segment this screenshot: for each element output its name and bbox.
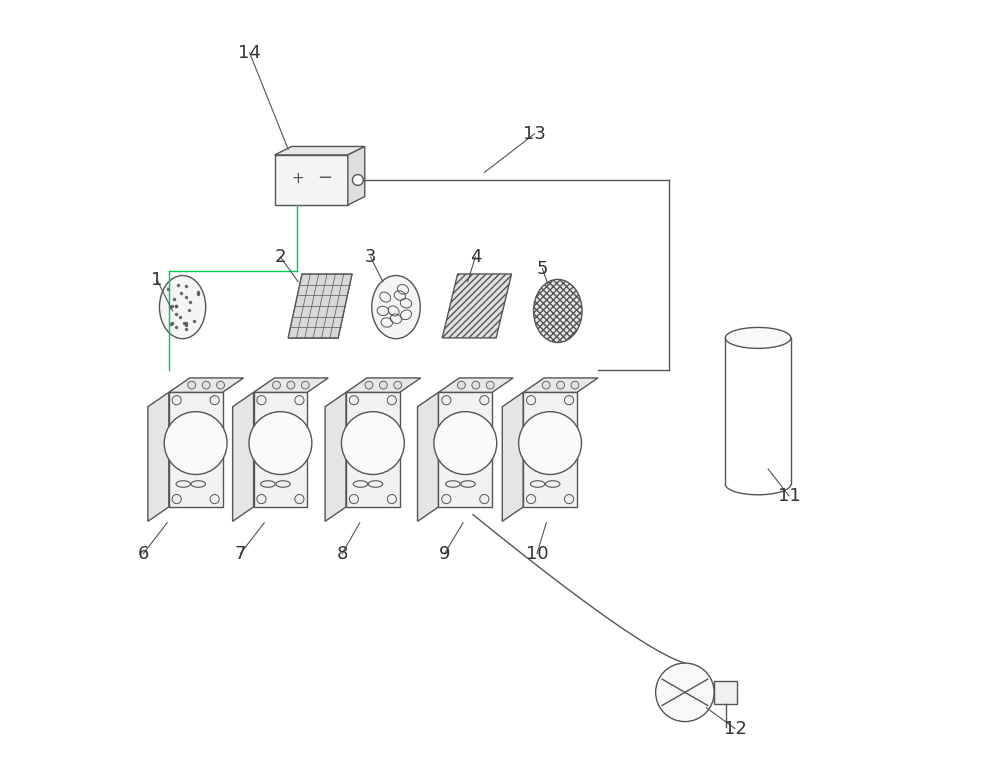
Text: +: + bbox=[291, 171, 304, 186]
Circle shape bbox=[387, 396, 396, 405]
Text: 8: 8 bbox=[336, 545, 348, 563]
Polygon shape bbox=[523, 393, 577, 507]
Text: 10: 10 bbox=[526, 545, 548, 563]
Circle shape bbox=[564, 494, 574, 504]
Text: 12: 12 bbox=[724, 719, 746, 737]
Circle shape bbox=[257, 396, 266, 405]
Polygon shape bbox=[523, 378, 598, 393]
Circle shape bbox=[656, 663, 714, 722]
Text: 2: 2 bbox=[275, 248, 286, 266]
Text: 1: 1 bbox=[151, 271, 163, 289]
Ellipse shape bbox=[461, 481, 475, 487]
Polygon shape bbox=[233, 393, 254, 521]
Circle shape bbox=[542, 381, 550, 389]
Polygon shape bbox=[288, 274, 352, 338]
Circle shape bbox=[527, 494, 536, 504]
Circle shape bbox=[472, 381, 480, 389]
Text: 9: 9 bbox=[439, 545, 450, 563]
Polygon shape bbox=[438, 378, 513, 393]
Polygon shape bbox=[169, 378, 243, 393]
Ellipse shape bbox=[276, 481, 290, 487]
Polygon shape bbox=[502, 393, 523, 521]
Text: 11: 11 bbox=[778, 487, 800, 505]
Polygon shape bbox=[348, 147, 365, 205]
Circle shape bbox=[172, 494, 181, 504]
Ellipse shape bbox=[261, 481, 275, 487]
Text: −: − bbox=[318, 169, 333, 188]
Circle shape bbox=[202, 381, 210, 389]
Polygon shape bbox=[714, 681, 737, 704]
Circle shape bbox=[301, 381, 309, 389]
Ellipse shape bbox=[176, 481, 190, 487]
Circle shape bbox=[295, 396, 304, 405]
Circle shape bbox=[457, 381, 465, 389]
Circle shape bbox=[188, 381, 196, 389]
Circle shape bbox=[486, 381, 494, 389]
Polygon shape bbox=[275, 155, 348, 205]
Polygon shape bbox=[254, 378, 328, 393]
Circle shape bbox=[365, 381, 373, 389]
Ellipse shape bbox=[372, 275, 420, 338]
Text: 4: 4 bbox=[470, 248, 481, 266]
Circle shape bbox=[295, 494, 304, 504]
Polygon shape bbox=[148, 393, 169, 521]
Ellipse shape bbox=[446, 481, 460, 487]
Circle shape bbox=[273, 381, 280, 389]
Ellipse shape bbox=[725, 327, 791, 348]
Circle shape bbox=[571, 381, 579, 389]
Circle shape bbox=[442, 396, 451, 405]
Circle shape bbox=[349, 494, 358, 504]
Polygon shape bbox=[346, 393, 400, 507]
Circle shape bbox=[519, 411, 582, 474]
Circle shape bbox=[442, 494, 451, 504]
Circle shape bbox=[217, 381, 224, 389]
Circle shape bbox=[341, 411, 404, 474]
Text: 13: 13 bbox=[523, 125, 546, 143]
Ellipse shape bbox=[191, 481, 205, 487]
Ellipse shape bbox=[368, 481, 383, 487]
Circle shape bbox=[172, 396, 181, 405]
Circle shape bbox=[379, 381, 387, 389]
Circle shape bbox=[257, 494, 266, 504]
Polygon shape bbox=[438, 393, 492, 507]
Ellipse shape bbox=[530, 481, 545, 487]
Circle shape bbox=[527, 396, 536, 405]
Circle shape bbox=[352, 175, 363, 185]
Circle shape bbox=[434, 411, 497, 474]
Text: 7: 7 bbox=[235, 545, 246, 563]
Circle shape bbox=[287, 381, 295, 389]
Circle shape bbox=[394, 381, 402, 389]
Circle shape bbox=[480, 494, 489, 504]
Polygon shape bbox=[325, 393, 346, 521]
Ellipse shape bbox=[534, 279, 582, 342]
Circle shape bbox=[210, 494, 219, 504]
Ellipse shape bbox=[159, 275, 206, 338]
Polygon shape bbox=[275, 147, 365, 155]
Circle shape bbox=[387, 494, 396, 504]
Circle shape bbox=[480, 396, 489, 405]
Polygon shape bbox=[418, 393, 438, 521]
Text: 3: 3 bbox=[365, 248, 376, 266]
Polygon shape bbox=[254, 393, 307, 507]
Circle shape bbox=[164, 411, 227, 474]
Circle shape bbox=[557, 381, 564, 389]
Circle shape bbox=[210, 396, 219, 405]
Ellipse shape bbox=[545, 481, 560, 487]
Circle shape bbox=[564, 396, 574, 405]
Polygon shape bbox=[442, 274, 512, 338]
Ellipse shape bbox=[353, 481, 368, 487]
Polygon shape bbox=[169, 393, 223, 507]
Text: 6: 6 bbox=[138, 545, 149, 563]
Text: 14: 14 bbox=[238, 44, 261, 62]
Polygon shape bbox=[346, 378, 421, 393]
Text: 5: 5 bbox=[537, 260, 548, 278]
Circle shape bbox=[249, 411, 312, 474]
Circle shape bbox=[349, 396, 358, 405]
